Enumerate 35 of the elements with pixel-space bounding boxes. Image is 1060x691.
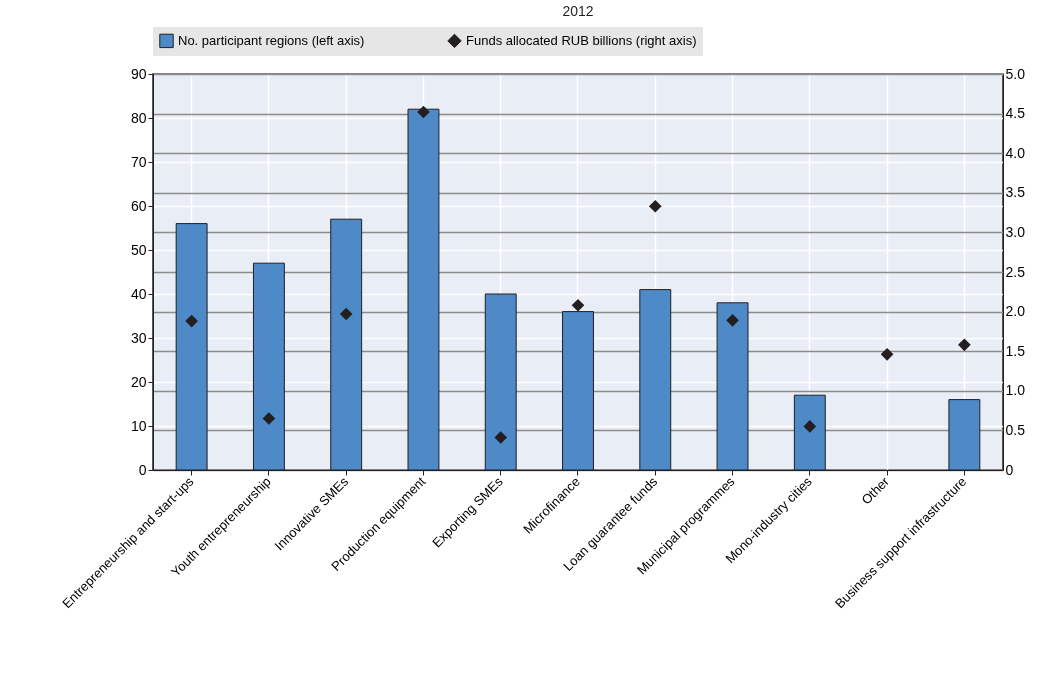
chart-subtitle: 2012: [562, 3, 594, 19]
y-tick-label: 50: [130, 241, 147, 258]
legend-label: No. participant regions (left axis): [178, 32, 365, 48]
point: [494, 431, 508, 444]
y2-tick-label: 0: [1005, 461, 1014, 478]
y2-tick-label: 3.5: [1005, 184, 1026, 201]
y2-tick-label: 1.5: [1005, 342, 1026, 359]
legend-label: Funds allocated RUB billions (right axis): [466, 32, 697, 48]
y2-tick-label: 3.0: [1005, 223, 1026, 240]
y2-tick-label: 1.0: [1005, 382, 1026, 399]
point: [880, 348, 894, 361]
point: [726, 313, 739, 327]
y2-tick-label: 2.0: [1005, 303, 1026, 320]
point: [262, 412, 276, 425]
y-tick-label: 90: [130, 65, 147, 82]
point: [185, 314, 198, 328]
point: [958, 338, 971, 352]
point: [571, 298, 585, 312]
y-tick-label: 70: [130, 153, 147, 170]
y-tick-label: 0: [138, 461, 147, 478]
y2-tick-label: 4.5: [1005, 105, 1026, 122]
y2-tick-label: 4.0: [1005, 144, 1026, 161]
y2-tick-label: 5.0: [1005, 65, 1026, 82]
y-tick-label: 30: [130, 329, 147, 346]
point: [648, 199, 662, 213]
y-tick-label: 60: [130, 197, 147, 214]
y-tick-label: 10: [130, 417, 147, 434]
point: [417, 105, 430, 119]
point: [339, 307, 353, 321]
y-tick-label: 40: [130, 285, 147, 302]
point: [803, 420, 817, 433]
y2-tick-label: 0.5: [1005, 421, 1026, 438]
y2-tick-label: 2.5: [1005, 263, 1026, 280]
y-tick-label: 20: [130, 373, 147, 390]
y-tick-label: 80: [130, 109, 147, 126]
